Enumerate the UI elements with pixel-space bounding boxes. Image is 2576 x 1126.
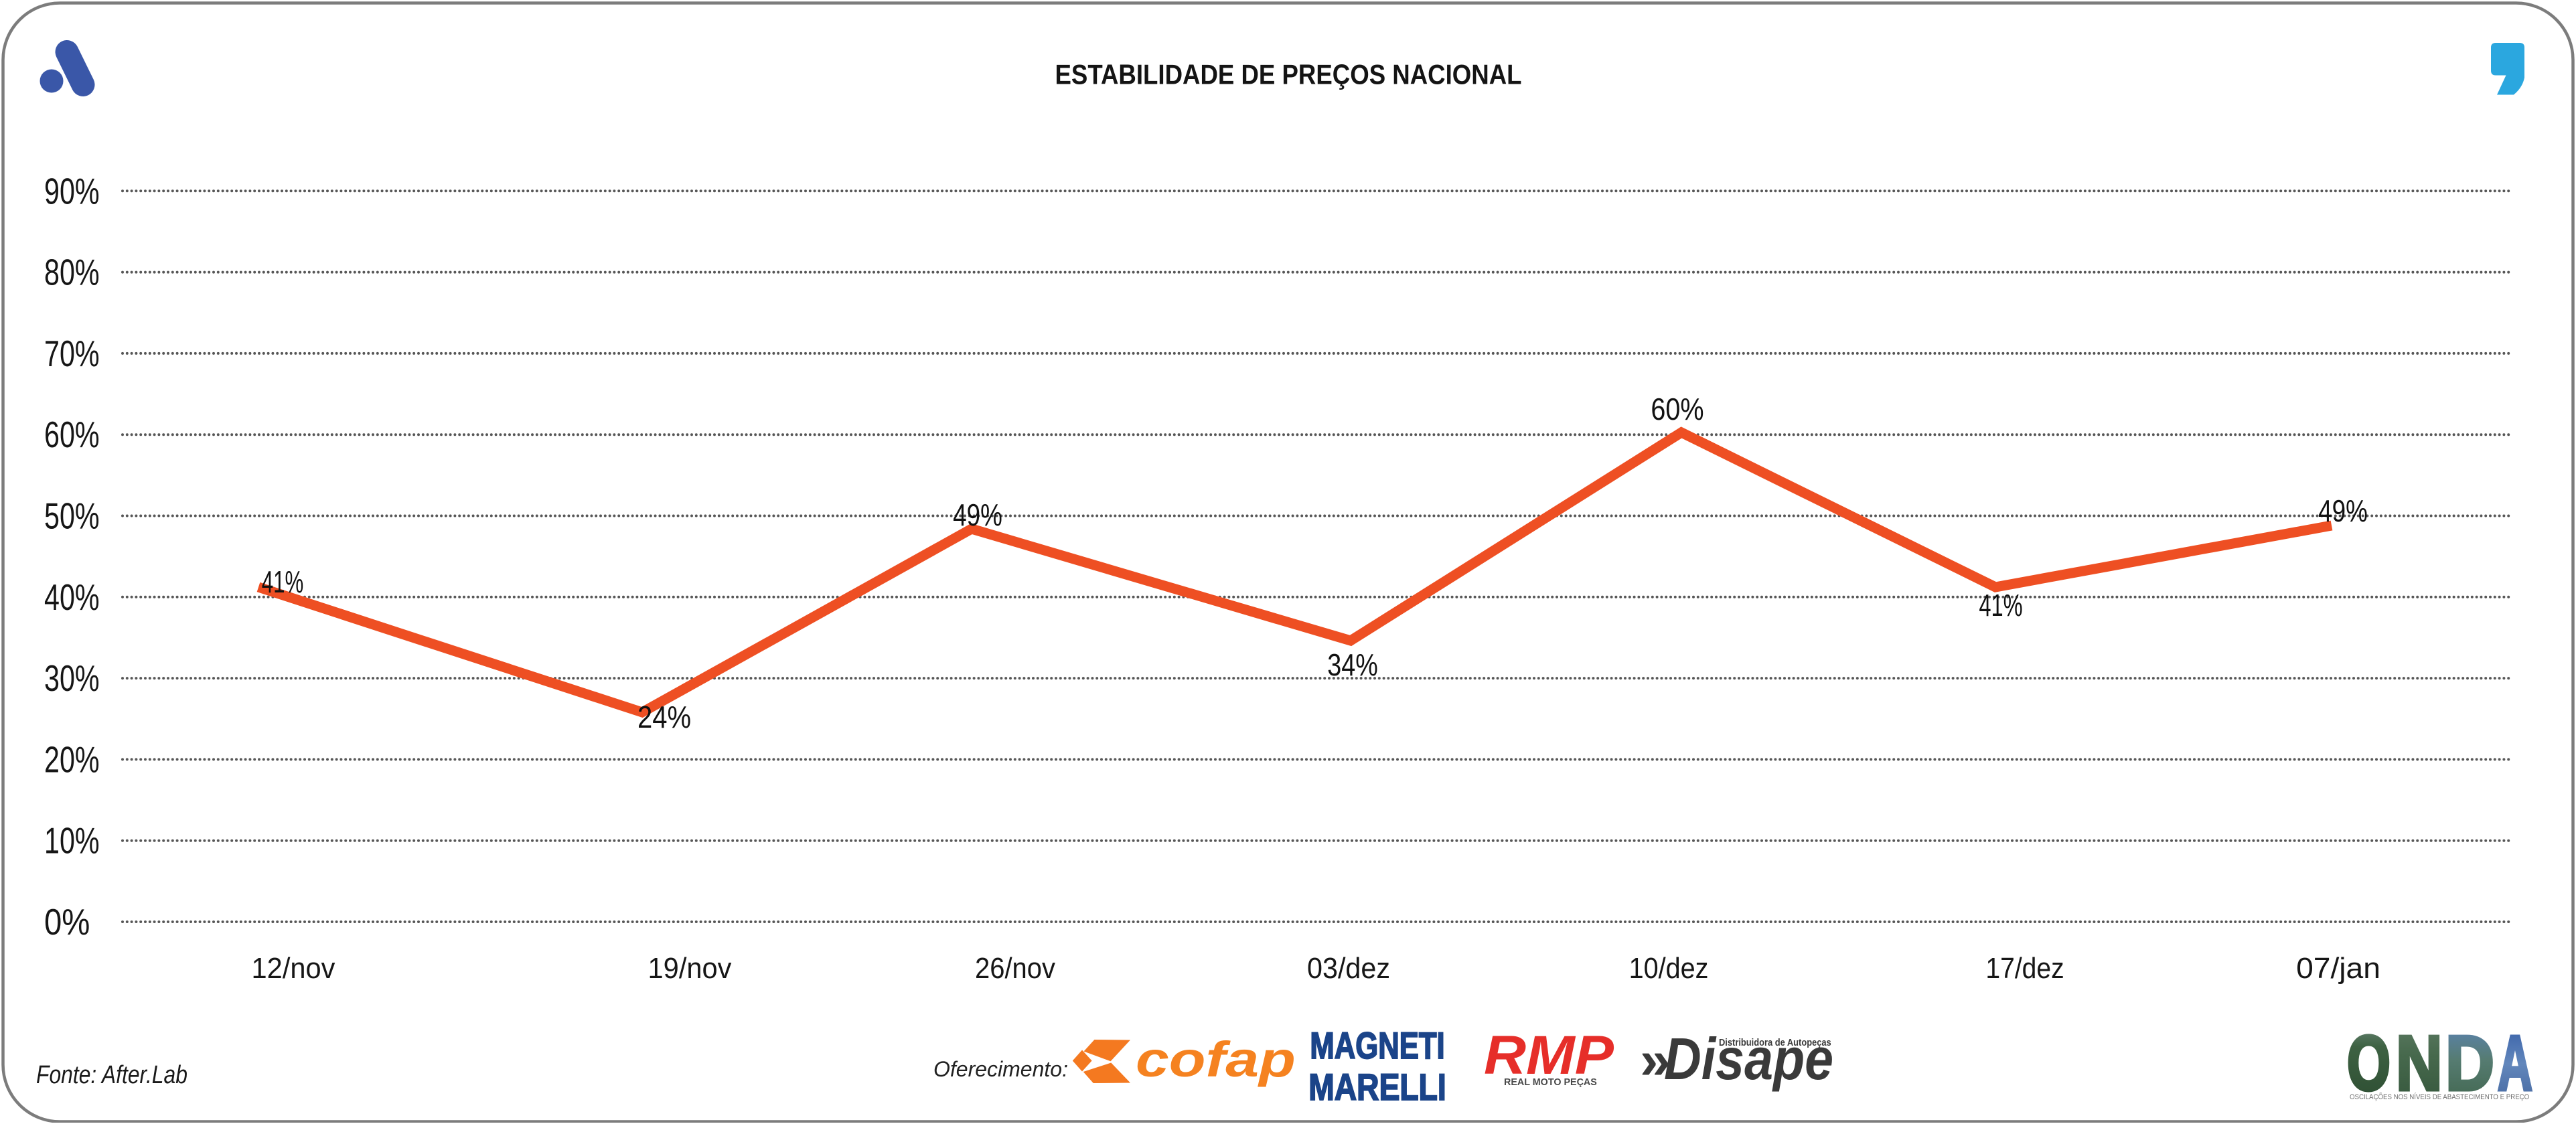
svg-text:MARELLI: MARELLI xyxy=(1308,1066,1446,1108)
svg-text:49%: 49% xyxy=(953,497,1002,532)
svg-text:50%: 50% xyxy=(44,496,100,537)
svg-text:12/nov: 12/nov xyxy=(252,952,336,985)
svg-text:17/dez: 17/dez xyxy=(1985,951,2064,985)
svg-text:34%: 34% xyxy=(1327,647,1377,681)
svg-text:MAGNETI: MAGNETI xyxy=(1310,1025,1444,1066)
svg-text:Oferecimento:: Oferecimento: xyxy=(933,1057,1068,1081)
svg-text:60%: 60% xyxy=(44,415,100,456)
svg-text:80%: 80% xyxy=(44,252,100,293)
svg-text:70%: 70% xyxy=(44,333,100,374)
svg-text:ESTABILIDADE DE PREÇOS NACIONA: ESTABILIDADE DE PREÇOS NACIONAL xyxy=(1055,59,1521,90)
svg-text:24%: 24% xyxy=(637,700,691,734)
svg-text:49%: 49% xyxy=(2318,493,2368,528)
svg-text:26/nov: 26/nov xyxy=(975,951,1055,984)
svg-text:10%: 10% xyxy=(44,821,100,862)
svg-text:D: D xyxy=(2445,1021,2494,1107)
svg-text:10/dez: 10/dez xyxy=(1629,951,1709,984)
svg-text:41%: 41% xyxy=(262,565,304,599)
svg-text:N: N xyxy=(2396,1020,2443,1107)
svg-text:O: O xyxy=(2347,1021,2391,1107)
svg-text:07/jan: 07/jan xyxy=(2296,951,2380,985)
svg-text:03/dez: 03/dez xyxy=(1307,952,1390,985)
svg-text:Distribuidora de Autopeças: Distribuidora de Autopeças xyxy=(1719,1036,1831,1048)
svg-text:19/nov: 19/nov xyxy=(648,952,733,985)
svg-text:A: A xyxy=(2498,1021,2532,1107)
svg-text:»: » xyxy=(1640,1030,1671,1091)
svg-text:Fonte: After.Lab: Fonte: After.Lab xyxy=(36,1060,187,1089)
svg-text:Disape: Disape xyxy=(1664,1026,1833,1092)
svg-text:41%: 41% xyxy=(1979,589,2022,623)
svg-text:60%: 60% xyxy=(1651,392,1703,426)
svg-text:90%: 90% xyxy=(44,171,100,212)
svg-text:30%: 30% xyxy=(44,658,100,699)
svg-text:RMP: RMP xyxy=(1484,1024,1614,1085)
svg-text:cofap: cofap xyxy=(1136,1032,1296,1087)
svg-text:0%: 0% xyxy=(44,902,90,943)
svg-text:40%: 40% xyxy=(44,577,100,618)
svg-text:OSCILAÇÕES NOS NÍVEIS DE ABAST: OSCILAÇÕES NOS NÍVEIS DE ABASTECIMENTO E… xyxy=(2350,1092,2529,1101)
svg-text:REAL MOTO PEÇAS: REAL MOTO PEÇAS xyxy=(1504,1077,1597,1088)
svg-text:20%: 20% xyxy=(44,740,100,781)
